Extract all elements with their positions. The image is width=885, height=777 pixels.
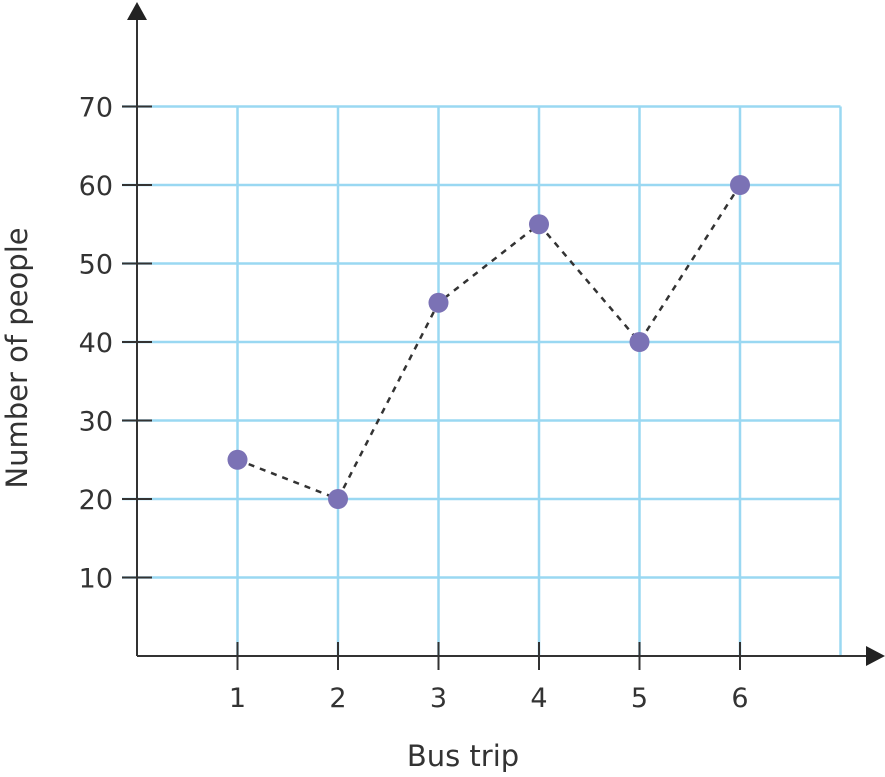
x-axis-label: Bus trip [407,739,519,773]
x-tick-label: 1 [229,683,246,714]
tick-labels: 10 20 30 40 50 60 70 1 2 3 4 5 6 [79,93,749,715]
x-tick-label: 3 [430,683,447,714]
data-point [529,214,549,235]
x-tick-label: 6 [731,683,748,714]
y-axis-label: Number of people [0,227,34,488]
data-point [428,292,449,313]
x-tick-label: 5 [631,683,648,714]
y-tick-label: 20 [79,485,113,516]
y-tick-label: 30 [79,407,113,438]
data-point [629,332,650,352]
series-line [237,184,742,501]
data-point [328,489,348,509]
x-tick-label: 2 [329,683,346,714]
grid [122,105,842,670]
y-tick-label: 40 [79,328,113,359]
y-tick-label: 70 [79,93,113,124]
data-point [227,449,248,470]
y-tick-label: 50 [79,250,113,281]
series [227,175,750,509]
x-axis-arrow-icon [866,646,885,666]
axes [127,2,885,666]
y-tick-label: 10 [79,564,113,595]
data-point [730,175,750,195]
y-axis-arrow-icon [127,2,147,20]
x-tick-label: 4 [530,683,547,714]
y-tick-label: 60 [79,171,113,202]
